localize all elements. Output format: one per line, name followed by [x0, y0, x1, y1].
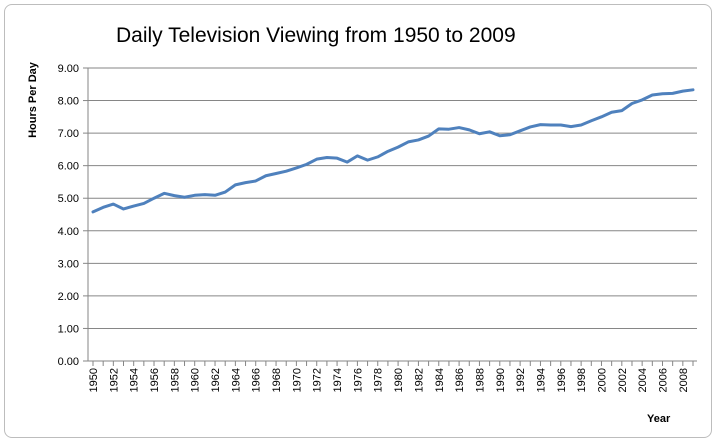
x-tick-label: 1964: [230, 368, 242, 392]
x-axis-ticks: 1950 1952 1954 1956 1958 1960 1962 1964 1966 1968…: [88, 361, 694, 392]
y-tick-label: 1.00: [58, 323, 79, 335]
y-axis-ticks: 0.00 1.00 2.00 3.00 4.00 5.00 6.00 7.00 8.00 9.00: [58, 63, 88, 368]
x-tick-label: 2008: [678, 368, 690, 392]
x-tick-label: 1984: [434, 368, 446, 392]
x-tick-label: 1966: [251, 368, 263, 392]
y-tick-label: 5.00: [58, 193, 79, 205]
x-tick-label: 2002: [617, 368, 629, 392]
x-tick-label: 1986: [454, 368, 466, 392]
x-tick-label: 1950: [88, 368, 100, 392]
series-group: [91, 88, 695, 214]
gridlines: [88, 67, 697, 329]
x-tick-label: 1996: [556, 368, 568, 392]
y-tick-label: 4.00: [58, 226, 79, 238]
y-tick-label: 9.00: [58, 63, 79, 75]
x-tick-label: 1980: [393, 368, 405, 392]
x-tick-label: 1998: [576, 368, 588, 392]
x-tick-label: 1982: [413, 368, 425, 392]
y-axis-title: Hours Per Day: [27, 61, 39, 138]
x-tick-label: 1952: [108, 368, 120, 392]
x-tick-label: 1960: [190, 368, 202, 392]
series-line: [91, 88, 695, 214]
x-tick-label: 1956: [149, 368, 161, 392]
x-tick-label: 1978: [373, 368, 385, 392]
x-tick-label: 1976: [352, 368, 364, 392]
y-tick-label: 2.00: [58, 291, 79, 303]
x-tick-label: 1972: [312, 368, 324, 392]
x-tick-label: 2006: [657, 368, 669, 392]
x-tick-label: 1954: [129, 368, 141, 392]
y-tick-label: 8.00: [58, 96, 79, 108]
x-tick-label: 1988: [474, 368, 486, 392]
y-tick-label: 0.00: [58, 356, 79, 368]
x-tick-label: 1994: [535, 368, 547, 392]
y-tick-label: 3.00: [58, 258, 79, 270]
x-tick-label: 2004: [637, 368, 649, 392]
x-tick-label: 1974: [332, 368, 344, 392]
chart-title: Daily Television Viewing from 1950 to 20…: [116, 24, 516, 47]
x-tick-label: 1990: [495, 368, 507, 392]
x-tick-label: 1968: [271, 368, 283, 392]
x-tick-label: 2000: [596, 368, 608, 392]
x-axis-title: Year: [647, 413, 671, 425]
x-tick-label: 1992: [515, 368, 527, 392]
chart-frame: [4, 4, 712, 438]
x-tick-label: 1958: [169, 368, 181, 392]
x-tick-label: 1962: [210, 368, 222, 392]
x-tick-label: 1970: [291, 368, 303, 392]
y-tick-label: 6.00: [58, 161, 79, 173]
y-tick-label: 7.00: [58, 128, 79, 140]
